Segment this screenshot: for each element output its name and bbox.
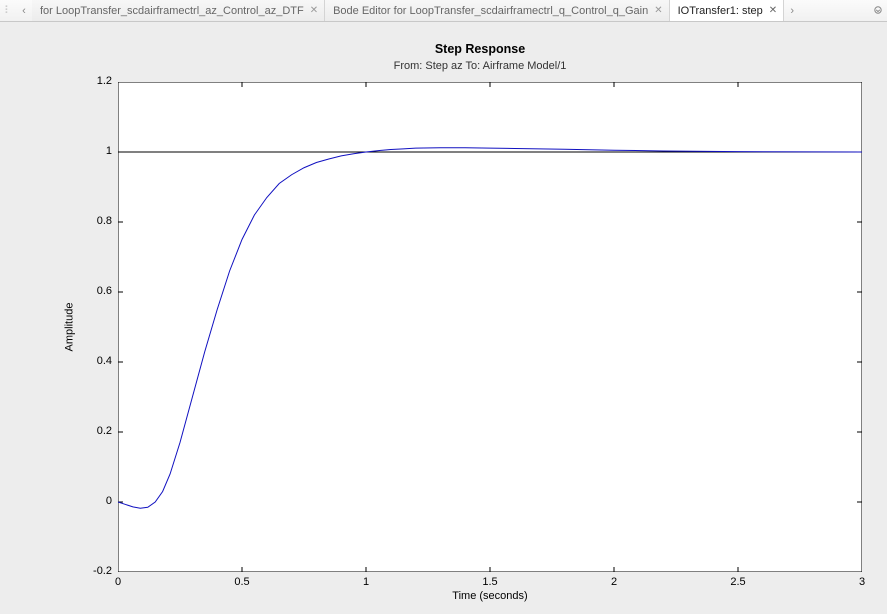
step-response-chart bbox=[118, 82, 862, 572]
x-tick-label: 1.5 bbox=[475, 576, 505, 588]
x-tick-label: 0.5 bbox=[227, 576, 257, 588]
y-tick-label: 0 bbox=[84, 495, 112, 507]
plot-region bbox=[118, 82, 862, 572]
x-tick-label: 0 bbox=[103, 576, 133, 588]
x-axis-label: Time (seconds) bbox=[118, 590, 862, 602]
x-tick-label: 2 bbox=[599, 576, 629, 588]
tab-label: for LoopTransfer_scdairframectrl_az_Cont… bbox=[40, 5, 304, 17]
chart-subtitle: From: Step az To: Airframe Model/1 bbox=[95, 60, 865, 72]
tab-label: IOTransfer1: step bbox=[678, 5, 763, 17]
tab-bar: ⠇ ‹ for LoopTransfer_scdairframectrl_az_… bbox=[0, 0, 887, 22]
y-axis-label: Amplitude bbox=[62, 82, 76, 572]
y-tick-label: 0.8 bbox=[84, 215, 112, 227]
tab-list-dropdown[interactable] bbox=[869, 0, 887, 21]
tab-label: Bode Editor for LoopTransfer_scdairframe… bbox=[333, 5, 648, 17]
tab-1[interactable]: Bode Editor for LoopTransfer_scdairframe… bbox=[325, 0, 669, 21]
close-icon[interactable]: ✕ bbox=[654, 6, 662, 16]
x-tick-label: 2.5 bbox=[723, 576, 753, 588]
chart-title: Step Response bbox=[95, 42, 865, 56]
x-tick-label: 3 bbox=[847, 576, 877, 588]
tabs-container: for LoopTransfer_scdairframectrl_az_Cont… bbox=[32, 0, 784, 21]
chart-panel: Step Response From: Step az To: Airframe… bbox=[0, 24, 887, 612]
tab-scroll-left-dim: ⠇ bbox=[0, 0, 16, 21]
y-tick-label: 1.2 bbox=[84, 75, 112, 87]
chevron-down-icon bbox=[873, 6, 883, 16]
tab-0[interactable]: for LoopTransfer_scdairframectrl_az_Cont… bbox=[32, 0, 325, 21]
close-icon[interactable]: ✕ bbox=[310, 6, 318, 16]
y-tick-label: 1 bbox=[84, 145, 112, 157]
x-tick-label: 1 bbox=[351, 576, 381, 588]
tab-scroll-left[interactable]: ‹ bbox=[16, 0, 32, 21]
tab-2[interactable]: IOTransfer1: step ✕ bbox=[670, 0, 785, 21]
y-tick-label: 0.2 bbox=[84, 425, 112, 437]
y-tick-label: -0.2 bbox=[84, 565, 112, 577]
y-tick-label: 0.4 bbox=[84, 355, 112, 367]
tab-scroll-right[interactable]: › bbox=[784, 0, 800, 21]
y-tick-label: 0.6 bbox=[84, 285, 112, 297]
close-icon[interactable]: ✕ bbox=[769, 6, 777, 16]
